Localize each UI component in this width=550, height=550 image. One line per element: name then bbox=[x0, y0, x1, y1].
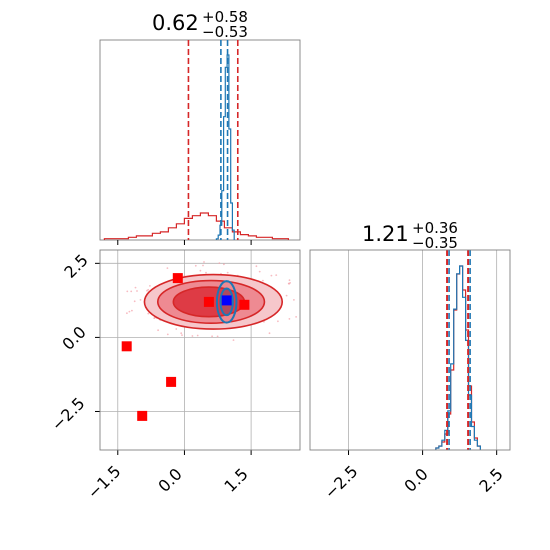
sample-dot bbox=[175, 328, 178, 330]
sample-dot bbox=[157, 329, 160, 332]
sample-dot bbox=[258, 270, 261, 273]
sample-dot bbox=[285, 294, 288, 297]
title-param-2-minus: −0.35 bbox=[412, 234, 458, 252]
red-marker-3 bbox=[239, 299, 250, 310]
x-tick-label-p3-0-0: 0.0 bbox=[400, 464, 431, 495]
blue-marker bbox=[221, 295, 232, 306]
sample-dot bbox=[139, 299, 142, 301]
sample-dot bbox=[288, 282, 290, 285]
sample-dot bbox=[147, 288, 150, 291]
sample-dot bbox=[181, 334, 183, 336]
sample-dot bbox=[288, 318, 291, 320]
x-tick-label-neg-1-5: −1.5 bbox=[84, 462, 125, 503]
title-param-1-plus: +0.58 bbox=[202, 8, 248, 26]
title-param-1-minus: −0.53 bbox=[202, 23, 248, 41]
sample-dot bbox=[293, 299, 295, 301]
sample-dot bbox=[202, 264, 204, 267]
sample-dot bbox=[262, 279, 264, 282]
x-tick-label-p3-neg-2-5: −2.5 bbox=[321, 462, 362, 503]
sample-dot bbox=[255, 265, 258, 268]
sample-dot bbox=[295, 316, 297, 318]
sample-dot bbox=[136, 290, 138, 292]
marginal-param-1-panel bbox=[99, 39, 301, 245]
histogram-p3-series-1 bbox=[435, 265, 481, 450]
sample-dot bbox=[131, 309, 133, 312]
sample-dot bbox=[199, 269, 202, 272]
title-param-2-plus: +0.36 bbox=[412, 219, 458, 237]
panel-3-frame bbox=[309, 249, 511, 451]
sample-dot bbox=[203, 261, 205, 263]
sample-dot bbox=[133, 300, 136, 303]
sample-dot bbox=[134, 286, 137, 289]
sample-dot bbox=[128, 310, 131, 313]
sample-dot bbox=[277, 320, 279, 323]
sample-dot bbox=[270, 274, 273, 277]
histogram-p3-series-2 bbox=[435, 265, 481, 450]
sample-dot bbox=[191, 335, 194, 337]
sample-dot bbox=[194, 264, 197, 267]
red-marker-2 bbox=[203, 296, 214, 307]
sample-dot bbox=[232, 339, 235, 341]
histogram-series-1 bbox=[103, 212, 289, 240]
sample-dot bbox=[205, 271, 207, 274]
blue-contour-1 bbox=[215, 280, 238, 324]
red-marker-5 bbox=[166, 376, 177, 387]
sample-dot bbox=[275, 274, 278, 276]
sample-dot bbox=[196, 334, 199, 337]
sample-dot bbox=[211, 335, 214, 338]
y-tick-label-2-5: 2.5 bbox=[60, 250, 91, 281]
red-marker-6 bbox=[137, 410, 148, 421]
sample-dot bbox=[166, 333, 169, 336]
y-tick-label-neg-2-5: −2.5 bbox=[48, 394, 89, 435]
title-param-2-value: 1.21 bbox=[362, 222, 409, 246]
sample-dot bbox=[288, 279, 291, 282]
histogram-series-2 bbox=[215, 54, 235, 240]
sample-dot bbox=[180, 332, 183, 335]
sample-dot bbox=[218, 262, 221, 264]
y-tick-label-0-0: 0.0 bbox=[58, 322, 89, 353]
sample-dot bbox=[149, 285, 151, 287]
title-param-1-value: 0.62 bbox=[152, 11, 199, 35]
sample-dot bbox=[126, 290, 129, 293]
joint-panel: 2.5 0.0 −2.5 −1.5 0.0 1.5 bbox=[48, 249, 301, 503]
sample-dot bbox=[216, 335, 219, 338]
panel-1-frame bbox=[99, 39, 301, 241]
sample-dot bbox=[153, 317, 156, 320]
sample-dot bbox=[226, 271, 229, 274]
sample-dot bbox=[130, 290, 133, 293]
x-tick-label-1-5: 1.5 bbox=[220, 464, 251, 495]
sample-dot bbox=[223, 263, 225, 266]
x-tick-label-0-0: 0.0 bbox=[154, 464, 185, 495]
marginal-param-2-panel: −2.5 0.0 2.5 bbox=[309, 249, 511, 503]
sample-dot bbox=[147, 312, 150, 315]
red-marker-4 bbox=[121, 341, 132, 352]
sample-dot bbox=[268, 332, 271, 335]
x-tick-label-p3-2-5: 2.5 bbox=[475, 464, 506, 495]
red-marker-1 bbox=[172, 273, 183, 284]
sample-dot bbox=[183, 274, 186, 277]
sample-dot bbox=[126, 312, 128, 315]
sample-dot bbox=[166, 267, 169, 269]
panel-2-frame bbox=[99, 249, 301, 451]
